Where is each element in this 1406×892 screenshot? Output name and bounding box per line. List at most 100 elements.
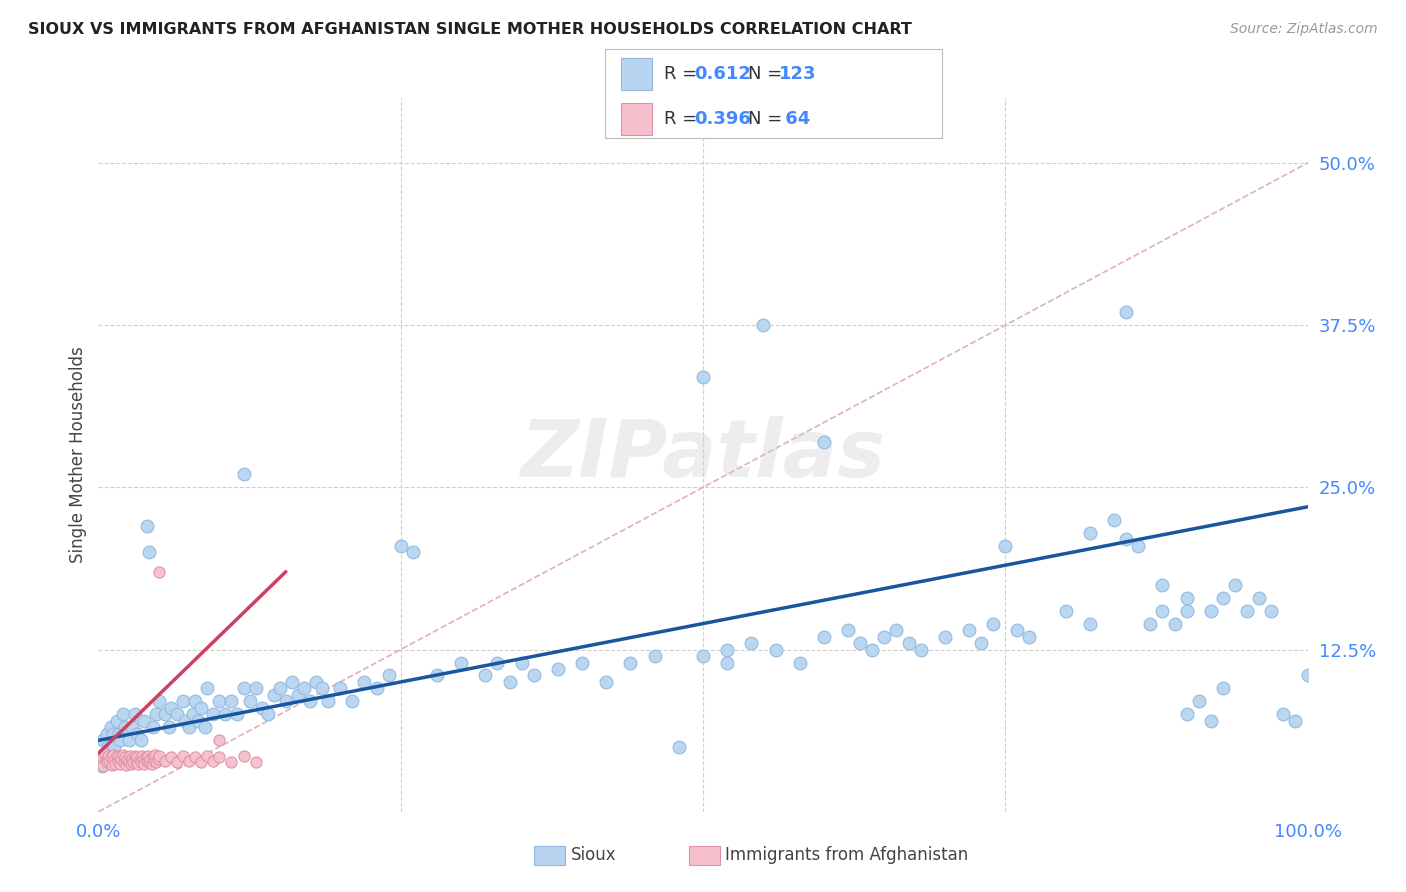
Point <box>402 545 425 559</box>
Point <box>100 720 122 734</box>
Point <box>934 630 956 644</box>
Point <box>740 636 762 650</box>
Point <box>1115 533 1137 547</box>
Point <box>298 694 321 708</box>
Text: SIOUX VS IMMIGRANTS FROM AFGHANISTAN SINGLE MOTHER HOUSEHOLDS CORRELATION CHART: SIOUX VS IMMIGRANTS FROM AFGHANISTAN SIN… <box>28 22 912 37</box>
Point <box>195 748 218 763</box>
Point <box>184 750 207 764</box>
Point <box>90 756 112 770</box>
Point <box>135 754 157 768</box>
Point <box>111 707 134 722</box>
Point <box>292 681 315 696</box>
Point <box>1199 604 1222 618</box>
Point <box>311 681 333 696</box>
Point <box>142 720 165 734</box>
Point <box>107 754 129 768</box>
Point <box>195 681 218 696</box>
Point <box>128 751 150 765</box>
Point <box>486 656 509 670</box>
Point <box>91 759 114 773</box>
Point <box>98 754 121 768</box>
Point <box>153 754 176 768</box>
Point <box>160 701 183 715</box>
Point <box>146 751 169 765</box>
Point <box>141 756 163 771</box>
Point <box>329 681 352 696</box>
Point <box>114 720 136 734</box>
Point <box>957 623 980 637</box>
Point <box>232 748 254 763</box>
Point <box>91 733 114 747</box>
Point <box>143 747 166 762</box>
Point <box>1102 513 1125 527</box>
Point <box>547 662 569 676</box>
Point <box>1212 591 1234 605</box>
Point <box>498 675 520 690</box>
Point <box>474 668 496 682</box>
Point <box>121 720 143 734</box>
Text: R =: R = <box>664 110 703 128</box>
Point <box>108 727 131 741</box>
Point <box>1175 707 1198 722</box>
Point <box>214 707 236 722</box>
Point <box>194 720 217 734</box>
Point <box>245 681 267 696</box>
Point <box>1175 604 1198 618</box>
Point <box>94 753 117 767</box>
Point <box>103 753 125 767</box>
Point <box>221 756 243 770</box>
Text: Sioux: Sioux <box>571 847 616 864</box>
Point <box>287 688 309 702</box>
Point <box>115 758 138 772</box>
Point <box>125 754 148 768</box>
Point <box>897 636 920 650</box>
Point <box>849 636 872 650</box>
Point <box>127 750 149 764</box>
Point <box>120 756 142 771</box>
Point <box>366 681 388 696</box>
Point <box>101 747 124 762</box>
Point <box>873 630 896 644</box>
Point <box>118 748 141 763</box>
Point <box>1249 591 1271 605</box>
Point <box>1223 577 1246 591</box>
Point <box>523 668 546 682</box>
Point <box>100 758 122 772</box>
Point <box>135 750 157 764</box>
Point <box>274 694 297 708</box>
Point <box>108 750 131 764</box>
Point <box>1284 714 1306 728</box>
Text: Source: ZipAtlas.com: Source: ZipAtlas.com <box>1230 22 1378 37</box>
Point <box>177 754 201 768</box>
Point <box>208 750 231 764</box>
Point <box>117 753 139 767</box>
Point <box>1152 577 1174 591</box>
Point <box>269 681 291 696</box>
Text: 64: 64 <box>779 110 810 128</box>
Point <box>305 675 328 690</box>
Point <box>813 434 835 449</box>
Point <box>692 648 714 663</box>
Point <box>316 694 339 708</box>
Point <box>112 756 135 770</box>
Point <box>970 636 993 650</box>
Text: 0.612: 0.612 <box>695 65 751 83</box>
Point <box>250 701 273 715</box>
Point <box>110 751 132 765</box>
Y-axis label: Single Mother Households: Single Mother Households <box>69 347 87 563</box>
Point <box>644 648 666 663</box>
Point <box>716 656 738 670</box>
Point <box>153 707 176 722</box>
Point <box>184 694 207 708</box>
Text: N =: N = <box>748 110 787 128</box>
Point <box>232 467 254 482</box>
Point <box>595 675 617 690</box>
Point <box>105 748 128 763</box>
Point <box>181 707 204 722</box>
Point <box>94 753 117 767</box>
Point <box>1236 604 1258 618</box>
Point <box>122 756 145 770</box>
Point <box>97 748 120 763</box>
Point <box>103 739 125 754</box>
Point <box>129 756 152 770</box>
